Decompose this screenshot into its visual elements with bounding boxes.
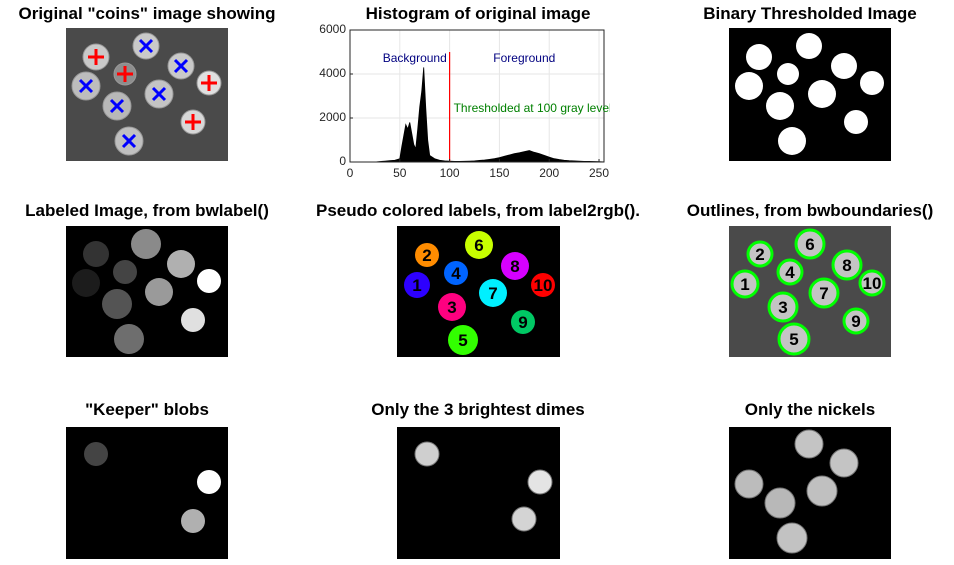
original-coins-svg: [66, 28, 228, 161]
outlined-coin: [776, 258, 804, 286]
foreground-annotation: Foreground: [493, 51, 555, 65]
x-tick-label: 200: [539, 166, 559, 180]
x-tick-label: 0: [347, 166, 354, 180]
outlined-coin: [777, 322, 811, 356]
outline-label: 1: [740, 275, 749, 294]
pseudo-blob-label: 5: [458, 331, 467, 350]
outlines-title: Outlines, from bwboundaries(): [686, 201, 934, 220]
pseudo-blob: [465, 231, 493, 259]
outline-label: 5: [789, 330, 798, 349]
nickel-markers: [88, 49, 217, 130]
outlined-coin: [808, 277, 840, 309]
original-coins-image: [66, 28, 228, 161]
dime-markers: [78, 38, 189, 149]
y-tick-label: 0: [339, 154, 346, 168]
y-tick-label: 6000: [319, 22, 346, 36]
pseudo-blob-label: 6: [474, 236, 483, 255]
pseudo-blob: [448, 325, 478, 355]
outline-label: 6: [805, 235, 814, 254]
outlined-coin: [746, 240, 774, 268]
pseudo-blob-label: 3: [447, 298, 456, 317]
pseudo-blob-label: 10: [534, 276, 553, 295]
outlined-coin: [730, 269, 760, 299]
pseudo-blob: [501, 252, 529, 280]
outline-label: 9: [851, 312, 860, 331]
histogram-axes: [349, 29, 605, 163]
nickels-title: Only the nickels: [744, 400, 876, 419]
pseudo-blob-label: 1: [412, 276, 421, 295]
outline-label: 7: [819, 284, 828, 303]
pseudo-title: Pseudo colored labels, from label2rgb().: [315, 201, 641, 220]
pseudo-blob: [511, 310, 535, 334]
binary-title: Binary Thresholded Image: [703, 4, 917, 23]
outline-label: 2: [755, 245, 764, 264]
pseudo-blob: [479, 279, 507, 307]
y-tick-label: 2000: [319, 110, 346, 124]
outlined-coin: [831, 249, 863, 281]
outlined-coin: [842, 307, 870, 335]
x-tick-label: 150: [489, 166, 509, 180]
pseudo-blob: [404, 272, 430, 298]
labeled-image: [66, 226, 228, 357]
pseudo-blob: [444, 261, 468, 285]
histogram-chart: 0 50 100 150 200 250 Background Foreground Thres…: [347, 29, 610, 180]
labeled-title: Labeled Image, from bwlabel(): [25, 201, 269, 220]
threshold-annotation: Thresholded at 100 gray levels: [454, 101, 610, 115]
brightest-dimes-image: [397, 427, 560, 559]
histogram-frame: [349, 29, 605, 163]
outlined-coin: [767, 291, 799, 323]
histogram-title: Histogram of original image: [365, 4, 591, 23]
pseudo-blob-label: 8: [510, 257, 519, 276]
pseudo-colored-image: 1 2 3 4 5 6 7 8 9 10: [397, 226, 560, 357]
outline-label: 10: [863, 274, 882, 293]
pseudo-blob: [531, 273, 555, 297]
outline-label: 8: [842, 256, 851, 275]
x-tick-label: 50: [393, 166, 407, 180]
outlines-image: 1 2 3 4 5 6 7 8 9 10: [729, 226, 891, 357]
original-title: Original "coins" image showing: [18, 4, 276, 23]
outline-label: 3: [778, 298, 787, 317]
pseudo-blob: [438, 293, 466, 321]
nickels-image: [729, 427, 891, 559]
x-tick-label: 250: [589, 166, 609, 180]
x-tick-label: 100: [440, 166, 460, 180]
pseudo-blob-label: 7: [488, 284, 497, 303]
brightest-dimes-title: Only the 3 brightest dimes: [371, 400, 585, 419]
outline-label: 4: [785, 263, 795, 282]
pseudo-blob-label: 9: [518, 313, 527, 332]
keepers-title: "Keeper" blobs: [85, 400, 209, 419]
outlined-coin: [794, 228, 826, 260]
histogram-bars: [374, 67, 605, 163]
binary-image: [729, 28, 891, 161]
background-annotation: Background: [383, 51, 447, 65]
keeper-blobs-image: [66, 427, 228, 559]
pseudo-blob-label: 2: [422, 246, 431, 265]
pseudo-blob: [415, 243, 439, 267]
outlined-coin: [858, 269, 886, 297]
y-tick-label: 4000: [319, 66, 346, 80]
pseudo-blob-label: 4: [451, 264, 461, 283]
